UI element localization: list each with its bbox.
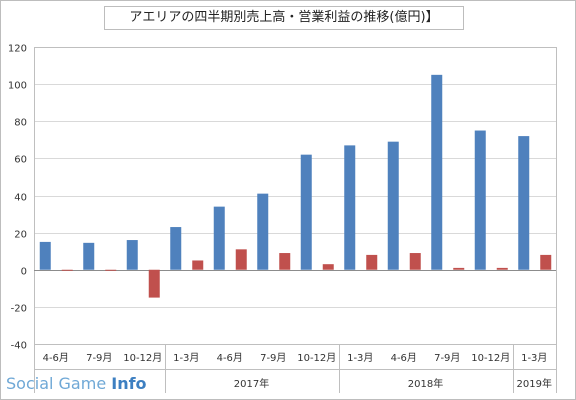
year-group-label: 2019年 (517, 377, 552, 390)
bar-series-1 (518, 136, 530, 270)
bar-series-1 (387, 141, 399, 270)
x-tick-label: 10-12月 (297, 352, 336, 364)
watermark-logo: Social Game Info (6, 374, 147, 393)
bar-series-2 (322, 264, 334, 270)
y-tick-label: 0 (21, 267, 27, 278)
bar-series-2 (540, 254, 552, 270)
x-tick-label: 10-12月 (471, 352, 510, 364)
bar-series-1 (213, 206, 225, 270)
y-tick-label: 80 (14, 118, 27, 129)
x-tick-label: 7-9月 (434, 352, 460, 364)
x-tick-label: 1-3月 (521, 352, 547, 364)
bar-series-1 (126, 240, 138, 270)
y-tick-label: -40 (11, 341, 27, 352)
bar-series-2 (235, 249, 247, 270)
bar-series-2 (61, 269, 73, 271)
bar-series-1 (431, 74, 443, 270)
y-tick-label: 120 (8, 44, 27, 55)
x-tick-label: 4-6月 (43, 352, 69, 364)
chart-title: アエリアの四半期別売上高・営業利益の推移(億円)】 (104, 6, 464, 30)
y-tick-label: 60 (14, 155, 27, 166)
bar-series-2 (105, 269, 117, 271)
bar-series-2 (366, 254, 378, 270)
x-tick-label: 10-12月 (123, 352, 162, 364)
year-group-label: 2017年 (234, 377, 269, 390)
bar-series-2 (409, 253, 421, 270)
year-group-label: 2018年 (408, 377, 443, 390)
y-tick-label: 100 (8, 81, 27, 92)
watermark-bold: Info (111, 374, 147, 393)
plot-area-border (34, 47, 557, 345)
x-tick-label: 1-3月 (173, 352, 199, 364)
bar-series-2 (148, 269, 160, 298)
bar-series-1 (39, 241, 51, 270)
bar-series-1 (83, 242, 95, 270)
bar-series-2 (279, 253, 291, 270)
bar-series-1 (344, 145, 356, 270)
bar-series-1 (474, 130, 486, 270)
y-tick-label: -20 (11, 304, 27, 315)
x-tick-label: 1-3月 (347, 352, 373, 364)
bar-series-2 (496, 267, 508, 270)
watermark-text: Social Game (6, 374, 107, 393)
bar-series-2 (192, 260, 204, 270)
y-tick-label: 40 (14, 193, 27, 204)
bar-series-1 (257, 193, 269, 270)
bar-series-2 (453, 267, 465, 270)
y-tick-label: 20 (14, 230, 27, 241)
x-tick-label: 4-6月 (391, 352, 417, 364)
bar-series-1 (170, 227, 182, 270)
x-tick-label: 7-9月 (86, 352, 112, 364)
bar-series-1 (300, 154, 312, 270)
x-tick-label: 4-6月 (217, 352, 243, 364)
x-tick-label: 7-9月 (260, 352, 286, 364)
